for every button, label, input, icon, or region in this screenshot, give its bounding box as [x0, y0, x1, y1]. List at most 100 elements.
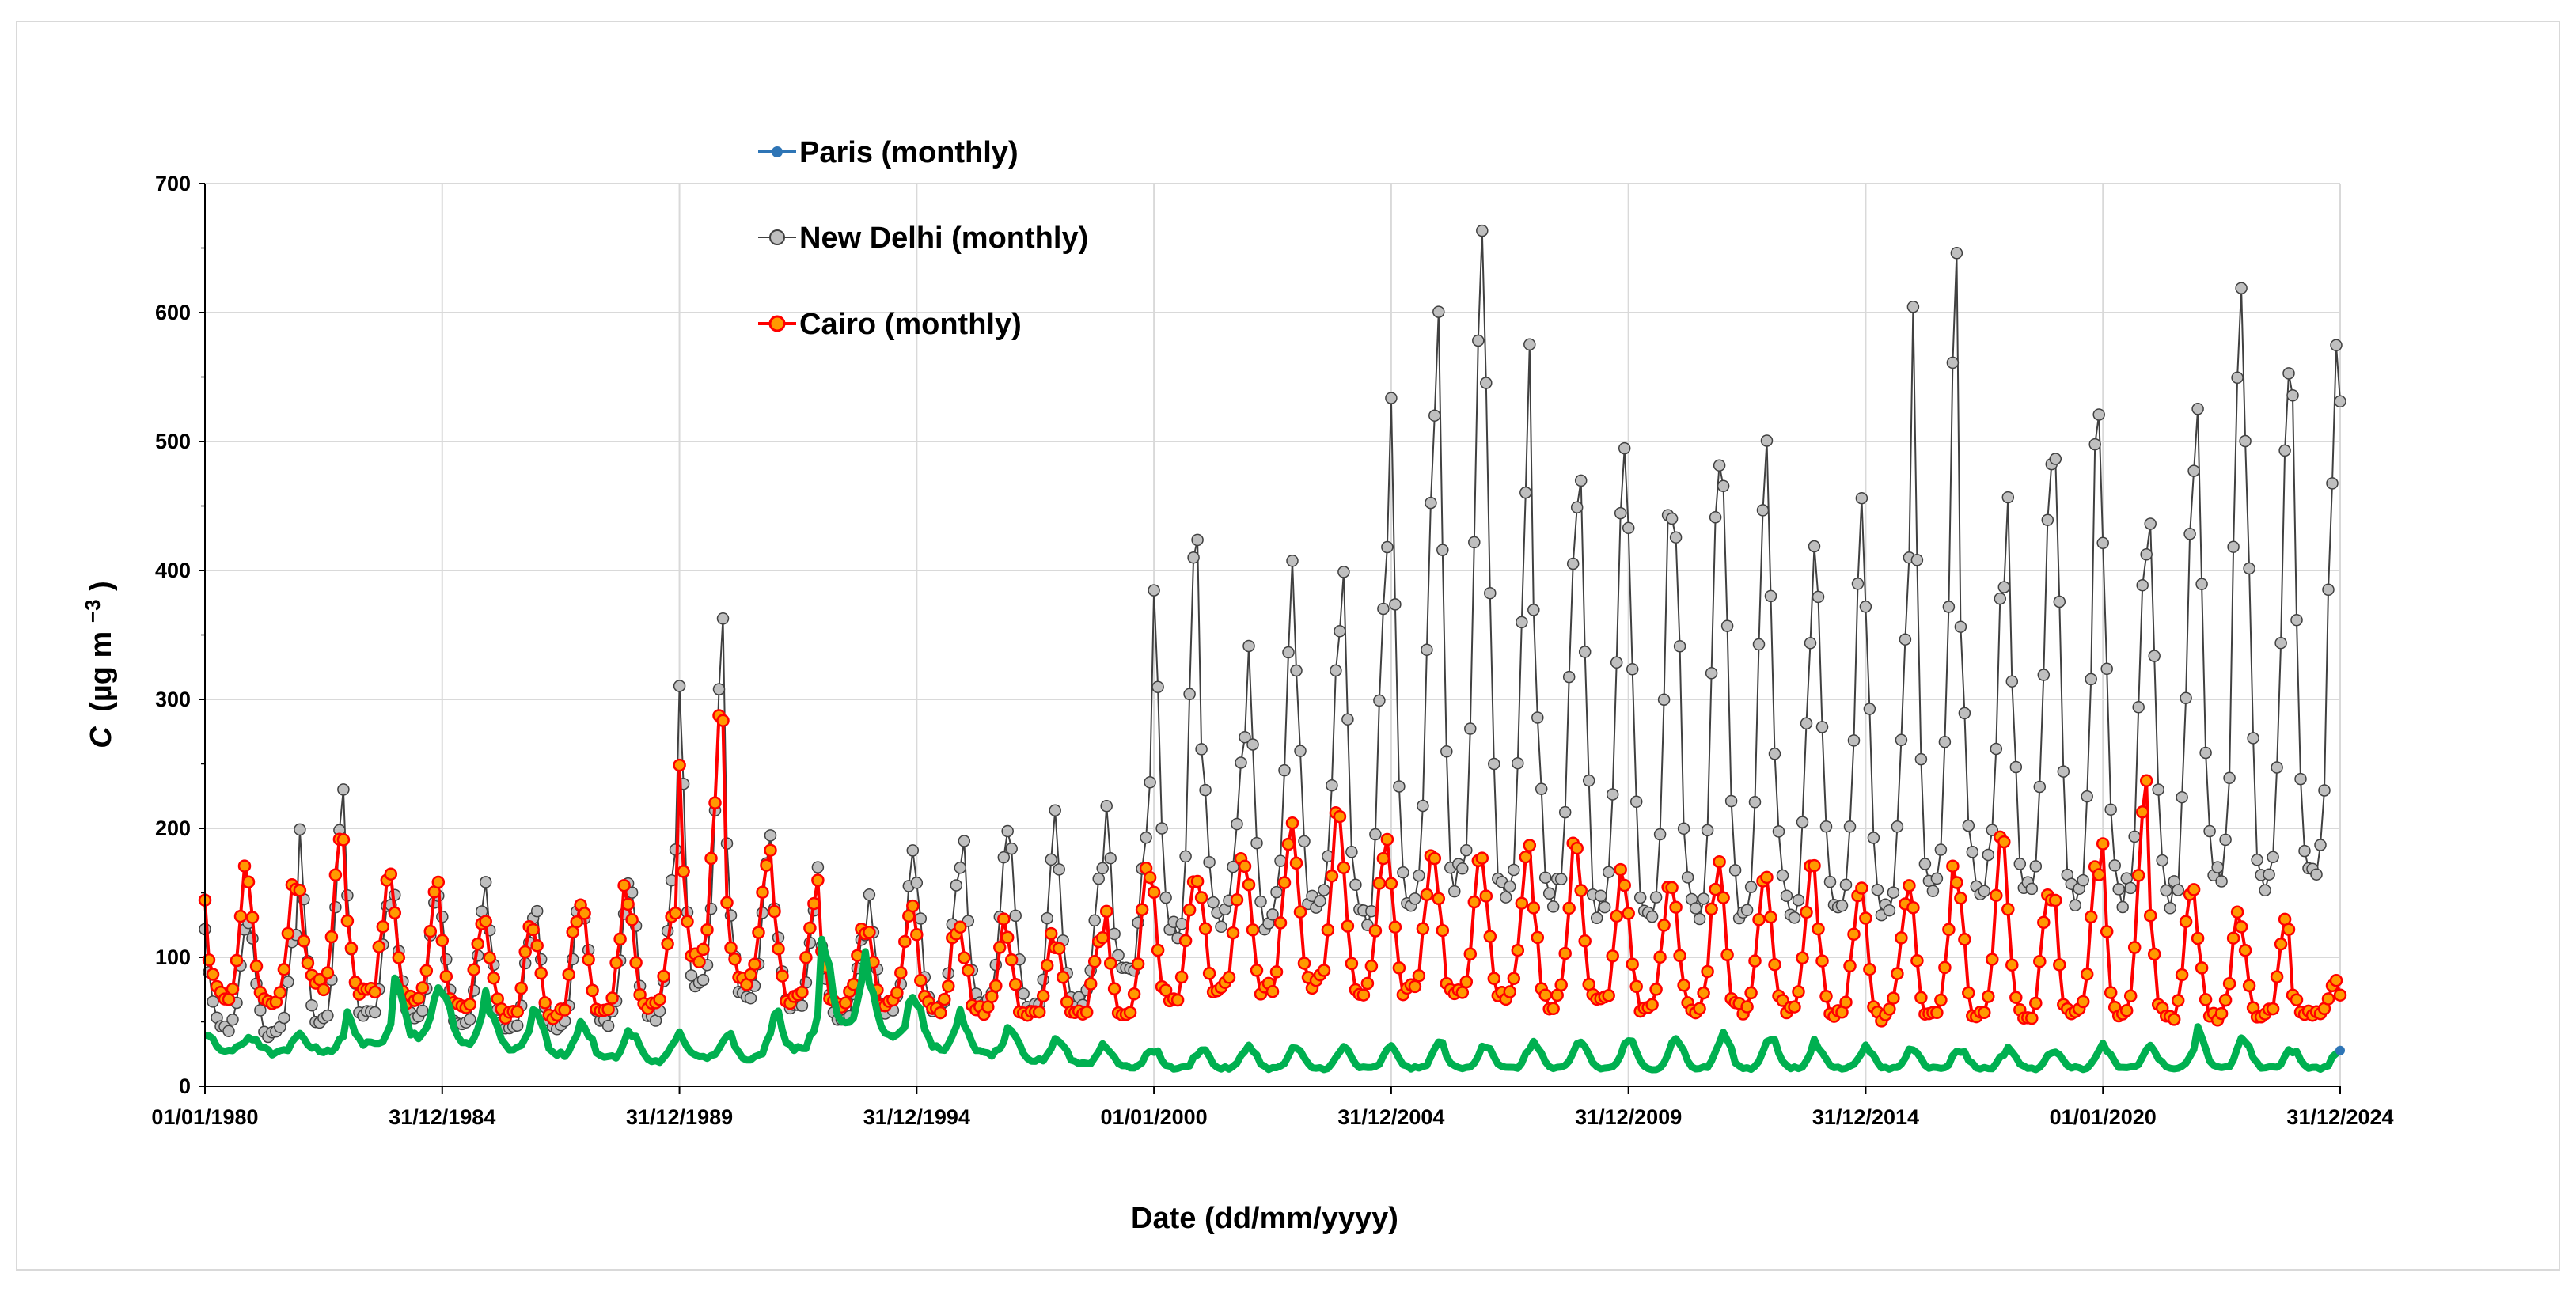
data-point-cairo	[1562, 901, 1576, 915]
data-point-new-delhi	[1041, 911, 1053, 925]
data-point-new-delhi	[1724, 794, 1738, 808]
data-point-cairo	[1717, 891, 1730, 904]
data-point-new-delhi	[416, 1004, 429, 1017]
data-point-cairo	[1360, 976, 1375, 991]
data-point-cairo	[467, 963, 480, 976]
data-point-cairo	[989, 979, 1003, 993]
data-point-new-delhi	[1250, 836, 1263, 850]
data-point-new-delhi	[1175, 918, 1188, 930]
data-point-new-delhi	[2100, 662, 2113, 676]
data-point-new-delhi	[1997, 581, 2011, 593]
data-point-cairo	[1962, 986, 1975, 1000]
data-point-new-delhi	[1425, 496, 1437, 510]
data-point-new-delhi	[2132, 701, 2145, 714]
data-point-new-delhi	[1278, 763, 1291, 777]
data-point-cairo	[958, 951, 971, 964]
data-point-cairo	[910, 928, 924, 942]
data-point-cairo	[245, 911, 260, 924]
data-point-new-delhi	[1950, 247, 1963, 260]
y-axis-unit-close: )	[85, 581, 118, 591]
data-point-cairo	[2290, 993, 2304, 1006]
data-point-cairo	[241, 875, 256, 888]
data-point-cairo	[1673, 949, 1686, 963]
data-point-new-delhi	[1626, 663, 1639, 676]
data-point-cairo	[281, 926, 295, 941]
data-point-new-delhi	[1812, 590, 1825, 604]
data-point-new-delhi	[1464, 722, 1477, 735]
x-axis-title: Date (dd/mm/yyyy)	[1131, 1202, 1398, 1235]
data-point-new-delhi	[1472, 334, 1485, 347]
data-point-cairo	[2139, 774, 2153, 787]
data-point-new-delhi	[2187, 464, 2200, 477]
data-point-cairo	[1000, 930, 1015, 945]
data-point-cairo	[384, 867, 398, 881]
data-point-new-delhi	[2037, 669, 2051, 681]
data-point-cairo	[1004, 953, 1019, 967]
data-point-cairo	[463, 998, 477, 1011]
data-point-cairo	[1629, 979, 1643, 994]
data-point-cairo	[1914, 991, 1928, 1005]
data-point-new-delhi	[2334, 395, 2346, 408]
data-point-new-delhi	[1895, 733, 1908, 747]
data-point-cairo	[1345, 957, 1359, 971]
data-point-cairo	[803, 921, 817, 935]
data-point-cairo	[1792, 985, 1805, 998]
data-point-cairo	[1487, 972, 1501, 986]
data-point-cairo	[1099, 904, 1113, 919]
data-point-new-delhi	[1954, 620, 1967, 633]
data-point-new-delhi	[1614, 506, 1627, 520]
data-point-new-delhi	[1657, 693, 1671, 707]
data-point-new-delhi	[1318, 884, 1330, 896]
data-point-cairo	[1483, 930, 1497, 943]
data-point-cairo	[1131, 957, 1145, 971]
data-point-new-delhi	[2092, 408, 2105, 421]
data-point-cairo	[372, 940, 386, 953]
data-point-new-delhi	[337, 783, 350, 796]
data-point-cairo	[388, 906, 402, 920]
data-point-new-delhi	[1851, 578, 1865, 590]
data-point-cairo	[1887, 991, 1900, 1005]
data-point-new-delhi	[1713, 459, 1726, 472]
data-point-new-delhi	[910, 877, 924, 889]
data-point-new-delhi	[997, 851, 1011, 864]
data-point-new-delhi	[207, 995, 219, 1008]
data-point-cairo	[1135, 903, 1149, 916]
data-point-cairo	[760, 858, 773, 872]
data-point-new-delhi	[1476, 224, 1489, 237]
data-point-cairo	[1626, 957, 1639, 972]
data-point-new-delhi	[1314, 895, 1326, 907]
chart-frame	[16, 21, 2560, 1271]
data-point-new-delhi	[2001, 491, 2015, 504]
legend-marker-cairo	[768, 315, 786, 332]
data-point-cairo	[1356, 988, 1371, 1002]
data-point-new-delhi	[1768, 748, 1781, 760]
data-point-new-delhi	[1776, 869, 1789, 882]
data-point-paris	[2335, 1045, 2345, 1055]
data-point-new-delhi	[1819, 820, 1833, 833]
data-point-cairo	[2033, 954, 2047, 968]
data-point-cairo	[249, 960, 264, 973]
data-point-cairo	[1891, 967, 1904, 980]
data-point-cairo	[1839, 995, 1853, 1010]
data-point-cairo	[1895, 931, 1908, 945]
data-point-cairo	[2199, 993, 2213, 1006]
data-point-cairo	[2104, 986, 2118, 999]
data-point-cairo	[321, 966, 335, 979]
y-tick-label: 0	[179, 1074, 191, 1098]
data-point-cairo	[2282, 923, 2296, 936]
data-point-cairo	[2143, 909, 2157, 923]
data-point-cairo	[621, 897, 635, 911]
data-point-cairo	[1843, 959, 1857, 973]
data-point-new-delhi	[1574, 474, 1588, 487]
data-point-cairo	[1341, 919, 1355, 933]
x-tick-label: 31/12/2009	[1575, 1105, 1682, 1129]
data-point-cairo	[1950, 876, 1963, 889]
data-point-cairo	[768, 904, 781, 919]
data-point-new-delhi	[1199, 783, 1212, 797]
data-point-new-delhi	[1373, 694, 1386, 707]
data-point-new-delhi	[2326, 477, 2339, 490]
data-point-new-delhi	[1649, 891, 1663, 904]
data-point-cairo	[1946, 859, 1960, 873]
data-point-new-delhi	[1535, 782, 1548, 795]
data-point-cairo	[230, 953, 244, 968]
